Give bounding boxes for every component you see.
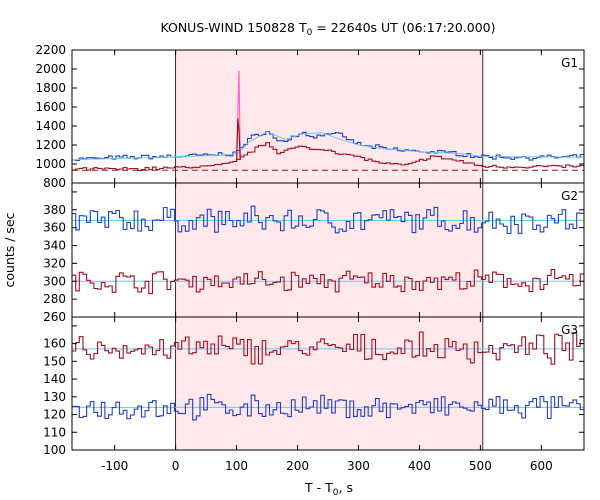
x-tick-label: 500 [469, 459, 492, 473]
x-tick-label: 600 [530, 459, 553, 473]
panel-G3-series-3-blue-step [72, 393, 584, 421]
panel-G3-series-2-red-step [72, 331, 584, 365]
tick-layer: 8001000120014001600180020002200G12602803… [35, 43, 584, 473]
panel-G2-ytick-label: 320 [43, 256, 66, 270]
panel-G3-ytick-label: 130 [43, 390, 66, 404]
panel-G1-ytick-label: 1600 [35, 100, 66, 114]
y-axis-label: counts / sec [2, 212, 17, 287]
shaded-interval [175, 50, 483, 450]
chart-title: KONUS-WIND 150828 T0 = 22640s UT (06:17:… [160, 20, 495, 38]
panel-G3-ytick-label: 160 [43, 337, 66, 351]
panel-G2-ytick-label: 260 [43, 310, 66, 324]
panel-G3-frame [71, 316, 585, 451]
x-tick-label: 300 [347, 459, 370, 473]
panel-G2-series-3-red-step [72, 268, 584, 295]
panel-G2-series [72, 205, 584, 295]
panel-G2-ytick-label: 340 [43, 239, 66, 253]
panel-G1-series-5-red-spike [236, 118, 241, 163]
panel-label-G2: G2 [561, 189, 578, 203]
panel-G3-series [72, 331, 584, 421]
panel-G2-series-2-blue-step [72, 205, 584, 235]
panel-label-G3: G3 [561, 323, 578, 337]
panel-G1-series [72, 70, 584, 171]
frame-layer [71, 49, 585, 451]
panel-G1-ytick-label: 2000 [35, 62, 66, 76]
x-tick-label: -100 [101, 459, 128, 473]
x-tick-label: 0 [172, 459, 180, 473]
panel-G3-ytick-label: 100 [43, 443, 66, 457]
panel-G3-ytick-label: 120 [43, 408, 66, 422]
panel-G1-ytick-label: 1400 [35, 119, 66, 133]
shaded-interval-layer [175, 50, 484, 450]
panel-G2-ytick-label: 300 [43, 274, 66, 288]
panel-G2-ytick-label: 380 [43, 203, 66, 217]
x-axis-label: T - T0, s [304, 480, 353, 498]
panel-G3-ytick-label: 140 [43, 372, 66, 386]
panel-G3-ytick-label: 150 [43, 354, 66, 368]
panel-G1-series-2-red-step [72, 142, 584, 171]
series-layer [72, 70, 584, 421]
panel-label-G1: G1 [561, 56, 578, 70]
x-tick-label: 400 [408, 459, 431, 473]
panel-G2-ytick-label: 360 [43, 221, 66, 235]
panel-G1-ytick-label: 1800 [35, 81, 66, 95]
panel-G1-ytick-label: 800 [43, 176, 66, 190]
x-tick-label: 100 [225, 459, 248, 473]
panel-G1-ytick-label: 1200 [35, 138, 66, 152]
x-tick-label: 200 [286, 459, 309, 473]
panel-G1-ytick-label: 2200 [35, 43, 66, 57]
panel-G2-ytick-label: 280 [43, 292, 66, 306]
panel-G3-ytick-label: 110 [43, 425, 66, 439]
panel-G1-ytick-label: 1000 [35, 157, 66, 171]
